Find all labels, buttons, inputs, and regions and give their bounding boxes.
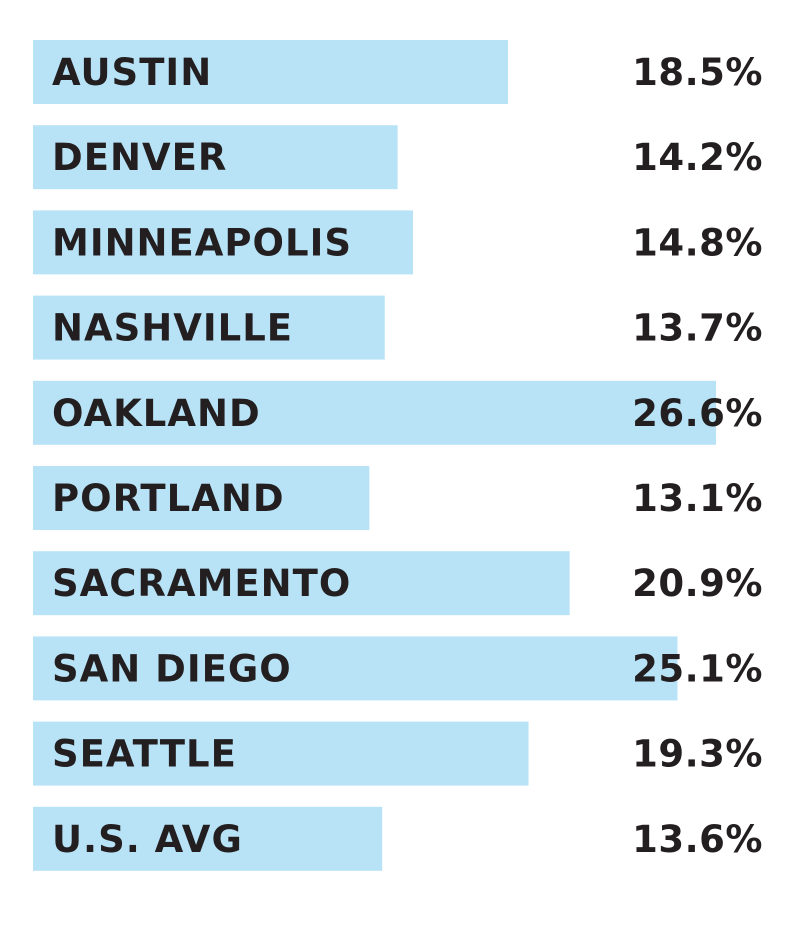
value-label-u-s-avg: 13.6% xyxy=(632,818,763,861)
category-label-u-s-avg: U.S. AVG xyxy=(52,818,243,861)
bar-sacramento xyxy=(33,551,570,616)
category-label-nashville: NASHVILLE xyxy=(52,307,293,350)
value-label-nashville: 13.7% xyxy=(632,307,763,350)
value-label-sacramento: 20.9% xyxy=(632,562,763,605)
category-label-seattle: SEATTLE xyxy=(52,733,237,776)
bar-denver xyxy=(33,125,398,190)
value-label-san-diego: 25.1% xyxy=(632,647,763,690)
category-label-san-diego: SAN DIEGO xyxy=(52,647,292,690)
bar-minneapolis xyxy=(33,210,414,275)
value-label-seattle: 19.3% xyxy=(632,733,763,776)
bar-u-s-avg xyxy=(33,806,383,871)
category-label-denver: DENVER xyxy=(52,136,227,179)
category-label-austin: AUSTIN xyxy=(52,51,212,94)
bar-nashville xyxy=(33,295,385,360)
value-label-portland: 13.1% xyxy=(632,477,763,520)
category-label-sacramento: SACRAMENTO xyxy=(52,562,351,605)
bar-seattle xyxy=(33,721,529,786)
value-label-oakland: 26.6% xyxy=(632,392,763,435)
bar-san-diego xyxy=(33,636,678,701)
value-label-minneapolis: 14.8% xyxy=(632,221,763,264)
value-label-austin: 18.5% xyxy=(632,51,763,94)
category-label-portland: PORTLAND xyxy=(52,477,285,520)
bar-austin xyxy=(33,40,509,104)
category-label-minneapolis: MINNEAPOLIS xyxy=(52,221,352,264)
bar-oakland xyxy=(33,380,716,445)
category-label-oakland: OAKLAND xyxy=(52,392,261,435)
bar-portland xyxy=(33,466,370,530)
value-label-denver: 14.2% xyxy=(632,136,763,179)
